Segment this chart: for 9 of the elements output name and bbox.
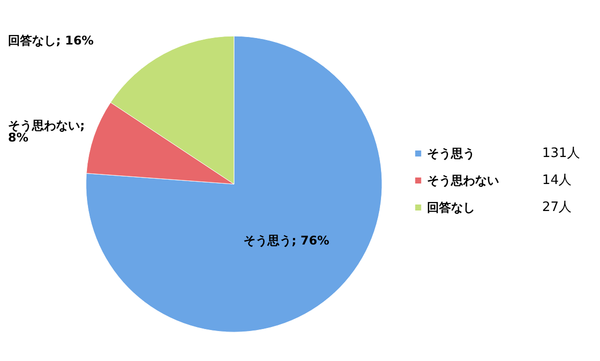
text: そう思う; 76% xyxy=(244,234,330,248)
legend-label: そう思う xyxy=(427,146,476,160)
text: そう思わない; 8% xyxy=(8,118,89,144)
data-label: 27人 xyxy=(542,200,572,215)
legend-label: そう思わない xyxy=(427,174,500,188)
data-label: 14人 xyxy=(542,173,572,188)
data-label: 131人 xyxy=(542,146,580,161)
legend-label: 回答なし xyxy=(427,200,476,214)
text: 回答なし; 16% xyxy=(8,34,94,48)
